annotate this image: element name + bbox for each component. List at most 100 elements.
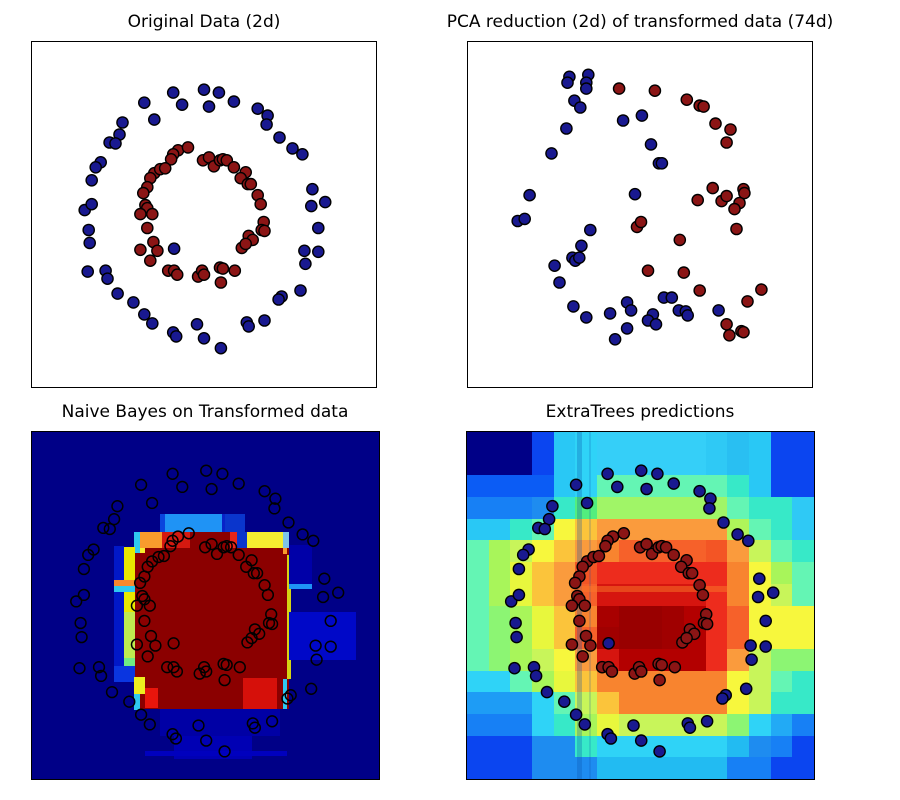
scatter-point (228, 264, 242, 277)
scatter-point (731, 528, 744, 541)
heatmap-cell (748, 475, 772, 498)
heatmap-cell (467, 518, 490, 541)
heatmap-cell (467, 757, 490, 779)
heatmap-region (221, 513, 225, 533)
heatmap-cell (488, 605, 511, 628)
scatter-point (250, 567, 264, 580)
scatter-point (641, 264, 655, 277)
scatter-point (697, 100, 710, 113)
scatter-point (77, 588, 91, 602)
panel-original-data (31, 41, 377, 388)
heatmap-cell (792, 432, 814, 455)
heatmap-cell (553, 475, 576, 498)
heatmap-region (123, 611, 136, 658)
scatter-point (569, 708, 583, 722)
scatter-point (97, 521, 110, 535)
heatmap-cell (748, 432, 772, 455)
scatter-point (553, 276, 566, 289)
scatter-point (193, 667, 206, 680)
scatter-point (134, 478, 148, 491)
panel-naive-bayes (31, 431, 380, 780)
heatmap-cell (662, 497, 685, 520)
scatter-point (309, 639, 322, 652)
heatmap-cell (553, 713, 576, 737)
scatter-point (197, 83, 211, 97)
heatmap-cell (488, 562, 511, 585)
scatter-point (138, 96, 151, 110)
heatmap-region (224, 513, 245, 533)
scatter-point (508, 661, 521, 675)
scatter-point (294, 284, 307, 297)
scatter-point (205, 482, 218, 496)
heatmap-cell (532, 475, 555, 498)
heatmap-cell (510, 713, 533, 737)
heatmap-cell (683, 648, 707, 672)
heatmap-cell (683, 453, 707, 476)
scatter-point (655, 658, 668, 672)
heatmap-cell (662, 453, 685, 476)
heatmap-cell (640, 757, 663, 779)
heatmap-overlay (571, 586, 728, 592)
scatter-point (202, 100, 216, 113)
heatmap-cell (575, 453, 598, 476)
panel-title-naive-bayes: Naive Bayes on Transformed data (61, 402, 349, 422)
scatter-point (170, 268, 184, 281)
heatmap-cell (683, 735, 707, 758)
scatter-point (85, 173, 99, 187)
heatmap-cell (662, 735, 685, 758)
scatter-point (759, 640, 773, 653)
heatmap-region (135, 547, 141, 554)
scatter-point (258, 314, 271, 327)
scatter-point (272, 293, 285, 306)
scatter-layer (70, 464, 345, 758)
heatmap-cell (597, 757, 620, 779)
heatmap-cell (792, 540, 814, 563)
scatter-point (324, 614, 337, 628)
heatmap-cell (532, 735, 555, 758)
heatmap-cell (748, 518, 772, 541)
scatter-point (741, 534, 755, 548)
heatmap-cell (748, 692, 772, 715)
scatter-point (602, 636, 615, 650)
heatmap-cell (640, 562, 663, 585)
heatmap-cell (662, 692, 685, 715)
heatmap-cell (618, 627, 642, 650)
scatter-point (751, 590, 765, 604)
scatter-point (205, 537, 218, 551)
scatter-point (296, 528, 309, 541)
scatter-point (169, 732, 183, 745)
heatmap-cell (553, 432, 576, 455)
heatmap-cell (640, 713, 663, 737)
scatter-point (70, 595, 83, 608)
heatmap-cell (727, 540, 750, 563)
heatmap-region (123, 657, 136, 666)
heatmap-cell (510, 735, 533, 758)
scatter-point (127, 296, 140, 309)
scatter-point (175, 98, 189, 112)
heatmap-cell (640, 497, 663, 520)
heatmap-cell (727, 648, 750, 672)
scatter-point (584, 223, 597, 237)
scatter-point (545, 147, 558, 160)
heatmap-cell (727, 583, 750, 607)
scatter-point (197, 331, 211, 345)
heatmap-region (289, 545, 313, 585)
heatmap-cell (748, 540, 772, 563)
scatter-point (241, 636, 254, 649)
heatmap-region (134, 531, 140, 548)
scatter-point (717, 516, 730, 529)
scatter-point (164, 153, 178, 166)
heatmap-cell (553, 648, 576, 672)
heatmap-cell (553, 540, 576, 563)
scatter-point (693, 284, 706, 297)
heatmap-region (282, 531, 290, 548)
scatter-point (510, 630, 523, 644)
heatmap-region (113, 592, 124, 666)
scatter-point (75, 630, 88, 644)
scatter-point (248, 721, 262, 734)
heatmap-cell (575, 692, 598, 715)
scatter-point (703, 502, 716, 515)
scatter-point (640, 482, 653, 496)
scatter-point (324, 640, 337, 653)
scatter-point (169, 330, 183, 343)
